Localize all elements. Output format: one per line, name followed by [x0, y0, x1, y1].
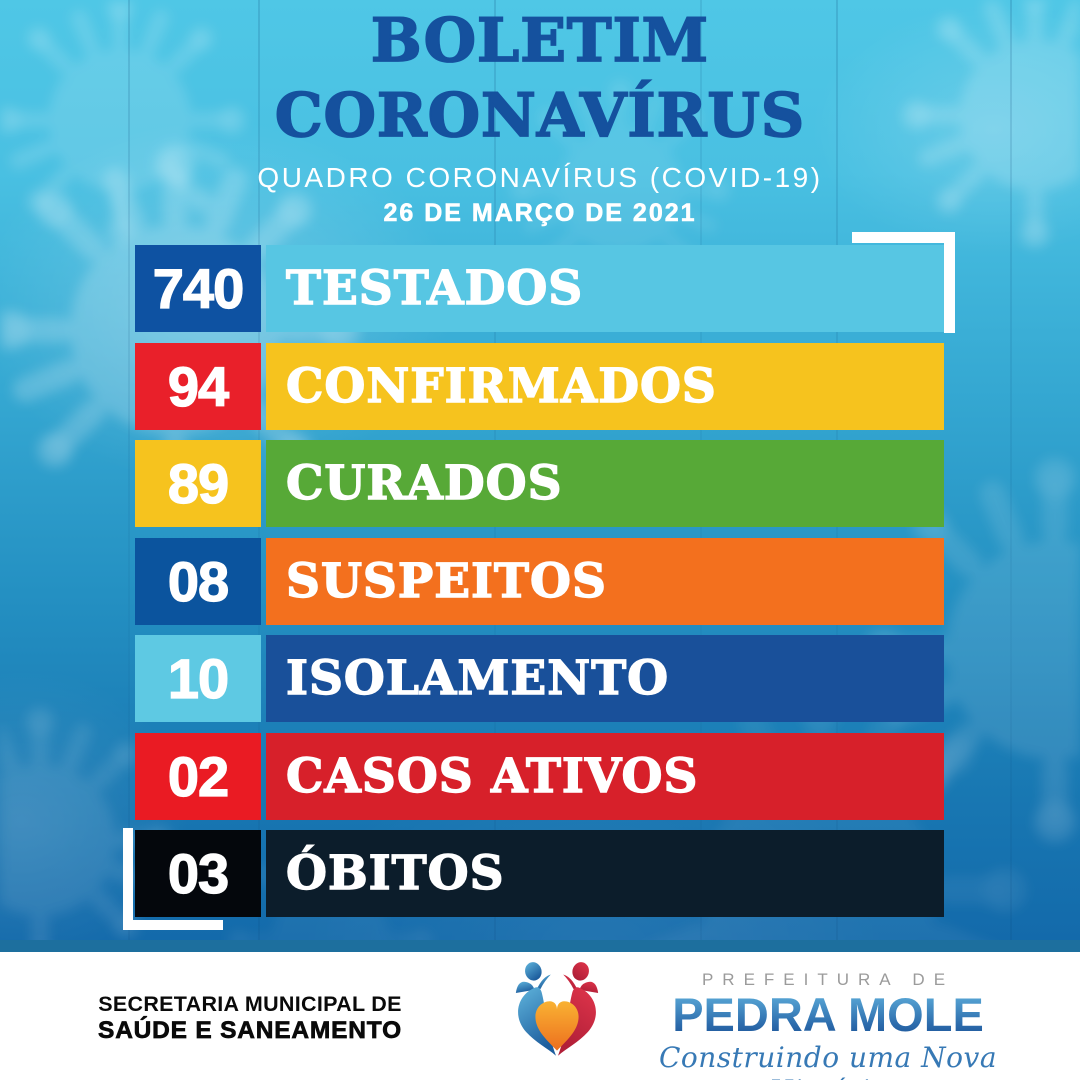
bulletin-header: BOLETIM CORONAVÍRUS QUADRO CORONAVÍRUS (…	[0, 0, 1080, 228]
stat-label: TESTADOS	[285, 260, 584, 316]
stat-label: ÓBITOS	[285, 845, 505, 901]
bottom-left-bracket	[123, 828, 133, 930]
stats-list: 740 TESTADOS 94 CONFIRMADOS 89 CURADOS 0…	[135, 245, 944, 917]
title-line2: CORONAVÍRUS	[274, 80, 806, 152]
report-date: 26 DE MARÇO DE 2021	[383, 199, 697, 228]
row-bar: CURADOS	[266, 440, 944, 527]
stat-row-curados: 89 CURADOS	[135, 440, 944, 527]
stat-label: CASOS ATIVOS	[285, 748, 699, 804]
stat-value: 02	[167, 744, 230, 808]
bottom-left-bracket	[123, 920, 223, 930]
stat-label: CURADOS	[285, 455, 563, 511]
row-bar: TESTADOS	[266, 245, 944, 332]
stat-value: 740	[152, 256, 245, 320]
title-line1: BOLETIM	[370, 5, 710, 77]
stat-label: CONFIRMADOS	[285, 358, 717, 414]
stat-value: 94	[167, 354, 230, 418]
top-right-bracket	[944, 232, 955, 333]
department-name: SECRETARIA MUNICIPAL DE SAÚDE E SANEAMEN…	[55, 992, 445, 1045]
department-line1: SECRETARIA MUNICIPAL DE	[98, 992, 402, 1016]
people-heart-logo-icon	[515, 962, 599, 1056]
brand-text-block: PREFEITURA DE PEDRA MOLE Construindo uma…	[613, 958, 1043, 1080]
row-bar: CASOS ATIVOS	[266, 732, 944, 820]
row-bar: SUSPEITOS	[266, 537, 944, 625]
footer: SECRETARIA MUNICIPAL DE SAÚDE E SANEAMEN…	[0, 952, 1080, 1080]
row-bar: ISOLAMENTO	[266, 635, 944, 722]
brand-city-name: PEDRA MOLE	[613, 991, 1043, 1039]
stat-value: 10	[167, 646, 230, 710]
stat-label: SUSPEITOS	[285, 553, 607, 609]
top-right-bracket	[852, 232, 955, 243]
city-brand: PREFEITURA DE PEDRA MOLE Construindo uma…	[505, 958, 1043, 1080]
brand-prefeitura-label: PREFEITURA DE	[701, 970, 955, 989]
stat-value: 08	[167, 549, 230, 613]
stat-value: 03	[167, 841, 230, 905]
page-title: BOLETIM CORONAVÍRUS	[0, 0, 1080, 154]
subtitle: QUADRO CORONAVÍRUS (COVID-19)	[257, 162, 823, 193]
stat-row-suspeitos: 08 SUSPEITOS	[135, 537, 944, 625]
row-value: 03	[135, 830, 261, 917]
stat-row-obitos: 03 ÓBITOS	[135, 830, 944, 917]
brand-slogan: Construindo uma Nova História	[658, 1041, 998, 1080]
stat-row-testados: 740 TESTADOS	[135, 245, 944, 332]
footer-accent-strip	[0, 940, 1080, 952]
stat-row-isolamento: 10 ISOLAMENTO	[135, 635, 944, 722]
stat-row-casos-ativos: 02 CASOS ATIVOS	[135, 732, 944, 820]
stat-row-confirmados: 94 CONFIRMADOS	[135, 342, 944, 430]
department-line2: SAÚDE E SANEAMENTO	[98, 1017, 402, 1045]
row-value: 740	[135, 245, 261, 332]
stat-label: ISOLAMENTO	[285, 650, 670, 706]
row-value: 10	[135, 635, 261, 722]
row-bar: ÓBITOS	[266, 830, 944, 917]
row-bar: CONFIRMADOS	[266, 342, 944, 430]
stat-value: 89	[167, 451, 230, 515]
row-value: 08	[135, 537, 261, 625]
row-value: 02	[135, 732, 261, 820]
row-value: 89	[135, 440, 261, 527]
row-value: 94	[135, 342, 261, 430]
